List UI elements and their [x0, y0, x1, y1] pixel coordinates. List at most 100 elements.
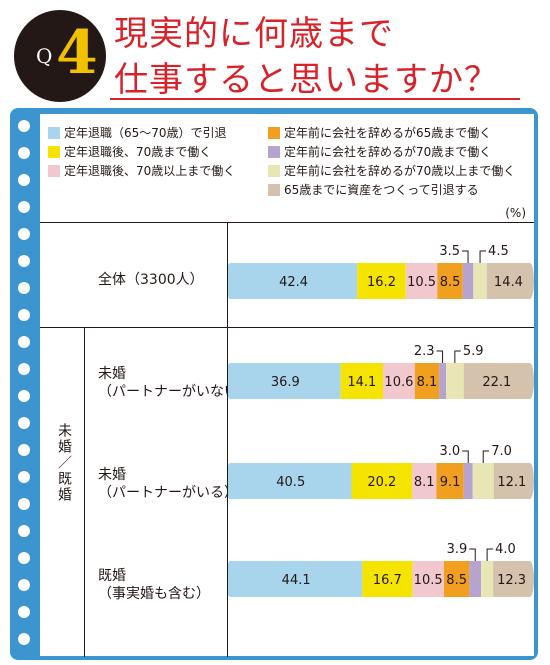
bar-segment [230, 561, 363, 597]
bar-cap-left [228, 463, 234, 499]
binder-hole [18, 201, 30, 213]
bar-segment [383, 363, 415, 399]
row-label-line: 未婚 [98, 366, 126, 382]
binder-hole [18, 228, 30, 240]
binder-hole [18, 417, 30, 429]
data-label: 4.0 [495, 542, 516, 557]
bar-segment [357, 263, 406, 299]
chart-area: 定年退職（65〜70歳）で引退 定年退職後、70歳まで働く 定年退職後、70歳以上ま… [40, 114, 534, 657]
binder-hole [18, 525, 30, 537]
data-label: 16.7 [373, 573, 402, 588]
leader-line [469, 548, 476, 561]
binder-hole [18, 498, 30, 510]
data-label: 4.5 [488, 244, 509, 259]
group-label-divider [84, 328, 85, 657]
leader-line [486, 548, 494, 561]
title-underline [110, 98, 520, 100]
binder-hole [18, 552, 30, 564]
binder-hole [18, 120, 30, 132]
bar-cap-right [526, 561, 534, 597]
bar-segment [493, 561, 530, 597]
bar-segment [437, 263, 463, 299]
row-label-line: （事実婚も含む） [98, 586, 210, 602]
unit-label: (%) [505, 206, 526, 220]
data-label: 12.3 [497, 573, 526, 588]
data-label: 7.0 [491, 444, 512, 459]
data-label: 2.3 [414, 344, 435, 359]
bar-segment [230, 463, 352, 499]
row-label-line: （パートナーがいる） [98, 485, 238, 501]
bar-segment [414, 363, 440, 399]
binder-hole [18, 390, 30, 402]
data-label: 9.1 [440, 475, 461, 490]
row-label-line: （パートナーがいない） [98, 384, 252, 400]
row-label-line: 既婚 [98, 568, 126, 584]
bar-cap-left [228, 263, 234, 299]
legend-swatch [48, 145, 60, 158]
row-label-line: 全体（3300人） [98, 272, 204, 288]
legend-swatch [48, 164, 60, 177]
bar-segment [463, 363, 530, 399]
data-label: 8.1 [414, 475, 435, 490]
bar-segment [472, 463, 494, 499]
group-label: 未婚／既婚 [56, 423, 72, 503]
data-label: 10.5 [407, 275, 436, 290]
bar-segment [443, 561, 470, 597]
legend-swatch [268, 183, 280, 196]
bar-segment [463, 463, 473, 499]
legend-label: 定年退職後、70歳以上まで働く [64, 164, 236, 178]
bar-segment [230, 263, 358, 299]
binder-hole [18, 471, 30, 483]
chart-title-line1: 現実的に何歳まで [114, 14, 394, 54]
bar-segment [340, 363, 383, 399]
bar-segment [412, 463, 437, 499]
rows-area: 未婚／既婚 全体（3300人） 未婚 （パートナーがいない） 未婚 （パートナーがいる）… [40, 222, 534, 657]
leader-line [462, 450, 469, 463]
binder-hole [18, 336, 30, 348]
badge-number: 4 [56, 18, 98, 88]
row-label-line: 未婚 [98, 467, 126, 483]
legend-item: 65歳までに資産をつくって引退する [268, 181, 479, 198]
legend-item: 定年退職後、70歳まで働く [48, 143, 211, 160]
binder-hole [18, 444, 30, 456]
data-label: 3.5 [439, 244, 460, 259]
data-label: 8.5 [446, 573, 467, 588]
data-label: 10.6 [384, 375, 413, 390]
bar-cap-right [526, 363, 534, 399]
legend-item: 定年退職後、70歳以上まで働く [48, 162, 235, 179]
legend-label: 定年退職後、70歳まで働く [64, 145, 212, 159]
data-label: 36.9 [271, 375, 300, 390]
bar-cap-left [228, 561, 234, 597]
binder-hole [18, 579, 30, 591]
binder-hole [18, 147, 30, 159]
row-label: 全体（3300人） [98, 271, 204, 289]
data-label: 10.5 [414, 573, 443, 588]
row-label: 未婚 （パートナーがいない） [98, 365, 252, 401]
binder-hole [18, 606, 30, 618]
data-label: 12.1 [497, 475, 526, 490]
bar-segment [486, 263, 530, 299]
stacked-bar-chart: 42.4 16.2 10.5 8.5 14.43.5 4.536.9 14.1 10.6 8.1… [228, 244, 534, 597]
binder-hole [18, 633, 30, 645]
label-column-divider [227, 223, 228, 657]
data-label: 40.5 [276, 475, 305, 490]
leader-line [436, 350, 444, 363]
legend-swatch [268, 145, 280, 158]
legend: 定年退職（65〜70歳）で引退 定年退職後、70歳まで働く 定年退職後、70歳以上ま… [40, 114, 534, 214]
data-label: 44.1 [282, 573, 311, 588]
bar-segment [436, 463, 464, 499]
bar-segment [439, 363, 446, 399]
binder-hole [18, 255, 30, 267]
leader-line [479, 250, 487, 263]
binder-hole [18, 363, 30, 375]
data-label: 8.1 [417, 375, 438, 390]
legend-swatch [268, 164, 280, 177]
legend-item: 定年前に会社を辞めるが65歳まで働く [268, 124, 491, 141]
legend-label: 定年前に会社を辞めるが65歳まで働く [284, 126, 492, 140]
data-label: 42.4 [279, 275, 308, 290]
bar-segment [469, 561, 482, 597]
leader-line [462, 250, 469, 263]
bar-segment [446, 363, 464, 399]
data-label: 5.9 [463, 344, 484, 359]
bar-segment [230, 363, 341, 399]
